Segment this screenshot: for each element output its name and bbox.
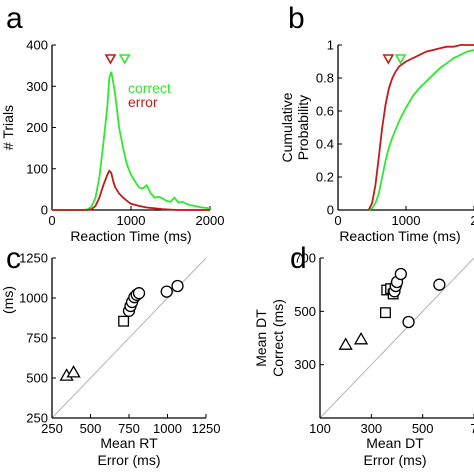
correct-series-line [368, 49, 474, 211]
panel-b-cumulative-probability: 0 1000 2 0 0.2 0.4 0.6 0.8 1 Reaction Time (ms) Cu… [279, 38, 474, 244]
y-tick-label: 0.6 [316, 104, 334, 119]
correct-mean-marker [118, 54, 131, 65]
y-axis-label: CumulativeProbability [279, 92, 311, 162]
y-tick-label: 0 [327, 203, 334, 218]
y-tick-label: 750 [26, 331, 48, 346]
x-tick-label: 500 [80, 421, 102, 436]
legend-entry-error: error [128, 94, 158, 110]
y-tick-label: 0.8 [316, 71, 334, 86]
x-tick-label: 0 [334, 213, 341, 228]
y-axis-label: # Trials [0, 105, 16, 150]
x-axis-label: Reaction Time (ms) [339, 228, 460, 244]
data-point-triangle [338, 337, 353, 350]
error-mean-marker [382, 54, 395, 65]
x-tick-label: 500 [412, 421, 434, 436]
data-point-circle [171, 279, 184, 293]
y-tick-label: 500 [294, 304, 316, 319]
error-series-line [367, 44, 474, 211]
x-tick-label: 0 [48, 213, 55, 228]
y-tick-label: 0.2 [316, 170, 334, 185]
x-tick-label: 250 [41, 421, 63, 436]
data-point-square [379, 307, 391, 319]
data-point-circle [160, 285, 173, 298]
x-tick-label: 750 [118, 421, 140, 436]
data-point-square [118, 315, 130, 327]
y-tick-label: 100 [26, 161, 48, 176]
data-point-circle [132, 287, 146, 300]
y-axis-label: (ms) [0, 286, 16, 314]
y-tick-label: 300 [294, 357, 316, 372]
x-tick-label: 1000 [392, 213, 421, 228]
y-tick-label: 500 [26, 371, 48, 386]
panel-letter-a: a [6, 2, 23, 35]
x-axis-label: Reaction Time (ms) [70, 228, 191, 244]
y-tick-label: 1 [327, 38, 334, 53]
x-axis-label: Mean RT [100, 435, 158, 451]
data-point-circle [402, 315, 415, 329]
panel-c-mean-rt-scatter: 250 500 750 1000 1250 250 500 750 1000 1250 Mean R… [0, 251, 220, 469]
data-point-circle [433, 278, 446, 291]
x-tick-label: 2 [470, 213, 474, 228]
x-tick-label: 1000 [117, 213, 146, 228]
y-axis-label-units: Correct (ms) [270, 299, 286, 377]
error-mean-marker [104, 54, 117, 65]
x-tick-label: 100 [309, 421, 331, 436]
error-series-line [52, 169, 210, 211]
y-tick-label: 1000 [19, 291, 48, 306]
panel-letter-b: b [288, 2, 305, 35]
data-point-circle [394, 267, 408, 281]
x-tick-label: 1250 [192, 421, 221, 436]
x-tick-label: 7 [470, 421, 474, 436]
x-axis-label-units: Error (ms) [364, 452, 427, 468]
x-tick-label: 1000 [153, 421, 182, 436]
identity-line [319, 257, 474, 419]
y-tick-label: 1250 [19, 251, 48, 266]
correct-mean-marker [394, 54, 407, 65]
identity-line [51, 257, 207, 419]
panel-letter-c: c [6, 242, 21, 275]
correct-series-line [52, 71, 211, 211]
y-axis-label: Mean DT [253, 309, 269, 367]
x-tick-label: 2000 [196, 213, 225, 228]
data-point-triangle [353, 332, 369, 345]
x-axis-label: Mean DT [366, 435, 424, 451]
legend-entry-correct: correct [128, 80, 171, 96]
y-tick-label: 700 [294, 251, 316, 266]
x-tick-label: 300 [360, 421, 382, 436]
x-axis-label-units: Error (ms) [98, 452, 161, 468]
panel-letter-d: d [290, 242, 307, 275]
y-tick-label: 0 [41, 203, 48, 218]
y-tick-label: 0.4 [316, 137, 334, 152]
y-tick-label: 250 [26, 411, 48, 426]
y-tick-label: 400 [26, 38, 48, 53]
data-point-triangle [66, 365, 81, 378]
y-tick-label: 300 [26, 79, 48, 94]
y-tick-label: 200 [26, 120, 48, 135]
